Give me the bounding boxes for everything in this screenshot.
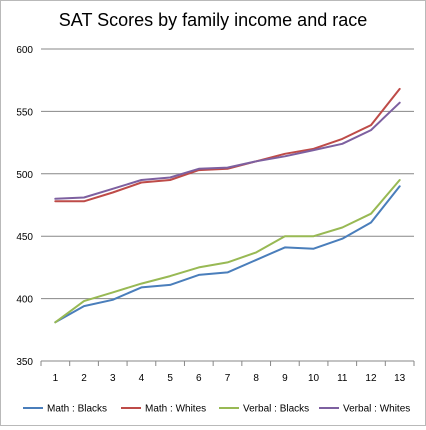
x-tick-label: 11 xyxy=(337,373,348,384)
series-line-verbal-blacks xyxy=(54,179,401,324)
x-tick-label: 6 xyxy=(196,373,202,384)
legend-label-verbal-blacks: Verbal : Blacks xyxy=(243,404,309,415)
y-tick-label: 600 xyxy=(16,45,33,56)
x-tick-label: 9 xyxy=(282,373,288,384)
chart-title: SAT Scores by family income and race xyxy=(59,10,367,30)
y-tick-label: 350 xyxy=(16,357,33,368)
y-tick-label: 400 xyxy=(16,295,33,306)
x-tick-label: 12 xyxy=(365,373,377,384)
legend-label-verbal-whites: Verbal : Whites xyxy=(343,404,410,415)
x-tick-label: 8 xyxy=(253,373,259,384)
x-tick-label: 2 xyxy=(81,373,87,384)
y-tick-label: 450 xyxy=(16,232,33,243)
axes xyxy=(40,360,415,366)
x-tick-label: 13 xyxy=(394,373,406,384)
x-tick-label: 5 xyxy=(167,373,173,384)
y-axis-tick-labels: 350 400 450 500 550 600 xyxy=(16,45,33,368)
x-tick-label: 7 xyxy=(225,373,231,384)
x-tick-label: 4 xyxy=(139,373,145,384)
x-tick-label: 1 xyxy=(53,373,59,384)
series-line-math-blacks xyxy=(54,185,401,324)
legend-label-math-blacks: Math : Blacks xyxy=(47,404,107,415)
legend-label-math-whites: Math : Whites xyxy=(145,404,206,415)
x-tick-label: 3 xyxy=(110,373,116,384)
x-axis-tick-labels: 1 2 3 4 5 6 7 8 9 10 11 12 13 xyxy=(53,373,406,384)
y-tick-label: 550 xyxy=(16,107,33,118)
series-lines xyxy=(54,87,401,324)
gridlines xyxy=(41,48,414,300)
series-line-math-whites xyxy=(54,87,401,203)
legend: Math : Blacks Math : Whites Verbal : Black… xyxy=(23,404,410,415)
y-tick-label: 500 xyxy=(16,170,33,181)
x-tick-label: 10 xyxy=(308,373,320,384)
series-line-verbal-whites xyxy=(54,101,401,200)
